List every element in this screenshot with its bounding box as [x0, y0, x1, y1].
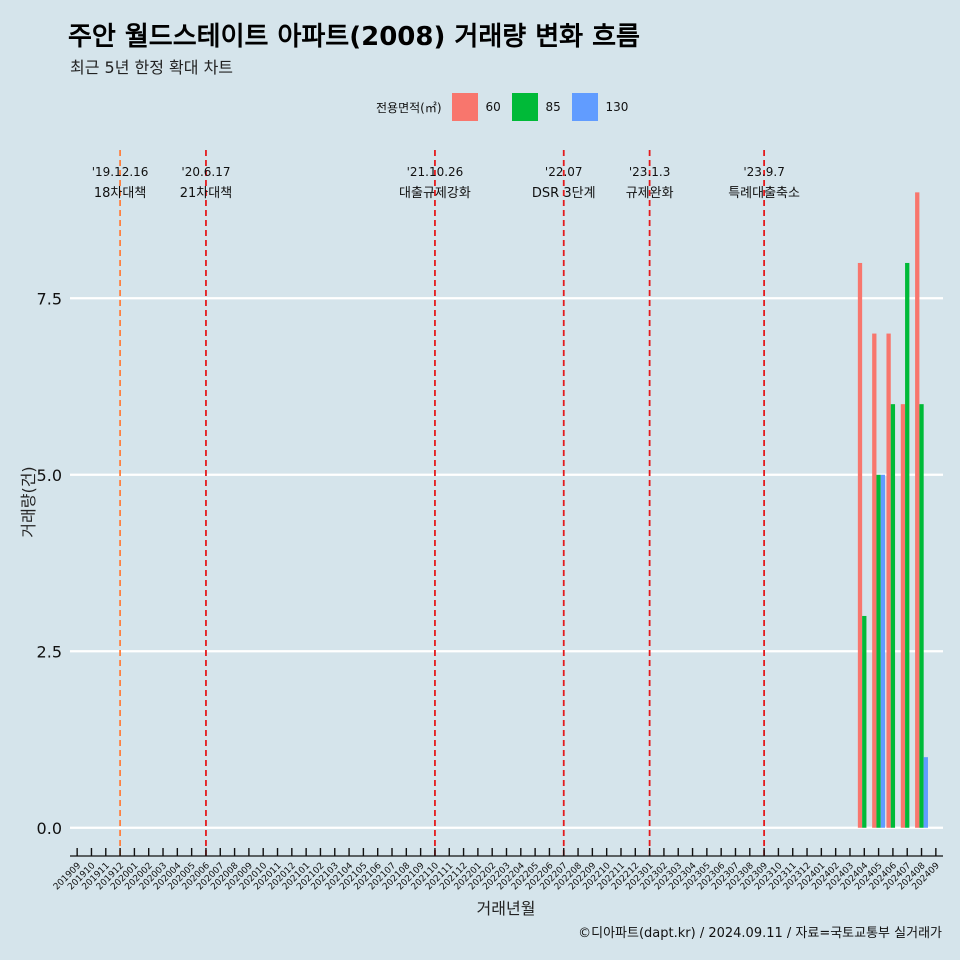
- legend-item-130: 130: [571, 93, 633, 121]
- bar-60-202408: [915, 192, 920, 828]
- legend-label-130: 130: [605, 100, 629, 114]
- event-markers: '19.12.16 18차대책 '20.6.17 21차대책 '21.10.26 대출규제…: [92, 150, 800, 856]
- event-date-5: '23.9.7: [743, 165, 784, 179]
- bar-60-202404: [857, 262, 863, 828]
- bar-85-202405: [876, 474, 881, 828]
- bar-130-202408: [923, 757, 928, 828]
- legend-item-85: 85: [511, 93, 568, 121]
- event-label-5: 특례대출축소: [728, 186, 800, 201]
- y-tick-label: 0.0: [37, 819, 62, 838]
- legend-swatch-60: [451, 93, 478, 121]
- y-tick-label: 7.5: [37, 289, 62, 308]
- bars: [857, 192, 928, 828]
- grid-lines: [70, 297, 943, 829]
- y-tick-label: 2.5: [37, 642, 62, 661]
- event-label-4: 규제완화: [626, 186, 674, 201]
- legend: 전용면적(㎡) 60 85 130: [376, 92, 636, 122]
- bar-85-202404: [862, 615, 867, 828]
- bar-60-202405: [872, 333, 877, 828]
- legend-title: 전용면적(㎡): [376, 100, 442, 115]
- legend-item-60: 60: [451, 93, 508, 121]
- event-date-3: '22.07: [545, 165, 583, 179]
- axes: 0.02.55.07.52019092019102019112019122020…: [37, 289, 943, 892]
- y-axis-label: 거래량(건): [19, 466, 38, 537]
- event-date-1: '20.6.17: [181, 165, 230, 179]
- legend-swatch-130: [571, 93, 598, 121]
- bar-60-202407: [900, 404, 906, 828]
- x-axis-label: 거래년월: [477, 899, 536, 918]
- legend-swatch-85: [511, 93, 538, 121]
- bar-60-202406: [886, 333, 891, 828]
- y-tick-label: 5.0: [37, 466, 62, 485]
- bar-85-202407: [905, 262, 910, 828]
- legend-label-85: 85: [545, 100, 561, 114]
- event-label-1: 21차대책: [180, 186, 232, 201]
- legend-label-60: 60: [485, 100, 501, 114]
- bar-130-202405: [880, 474, 886, 828]
- chart-caption: ©디아파트(dapt.kr) / 2024.09.11 / 자료=국토교통부 실…: [578, 926, 942, 941]
- event-date-2: '21.10.26: [407, 165, 464, 179]
- event-label-0: 18차대책: [94, 186, 146, 201]
- event-date-0: '19.12.16: [92, 165, 149, 179]
- bar-85-202408: [919, 404, 924, 828]
- event-date-4: '23.1.3: [629, 165, 670, 179]
- event-label-2: 대출규제강화: [399, 186, 471, 201]
- event-label-3: DSR 3단계: [532, 186, 596, 201]
- chart-title: 주안 월드스테이트 아파트(2008) 거래량 변화 흐름: [68, 22, 640, 52]
- chart-subtitle: 최근 5년 한정 확대 차트: [70, 58, 234, 77]
- bar-85-202406: [890, 404, 896, 828]
